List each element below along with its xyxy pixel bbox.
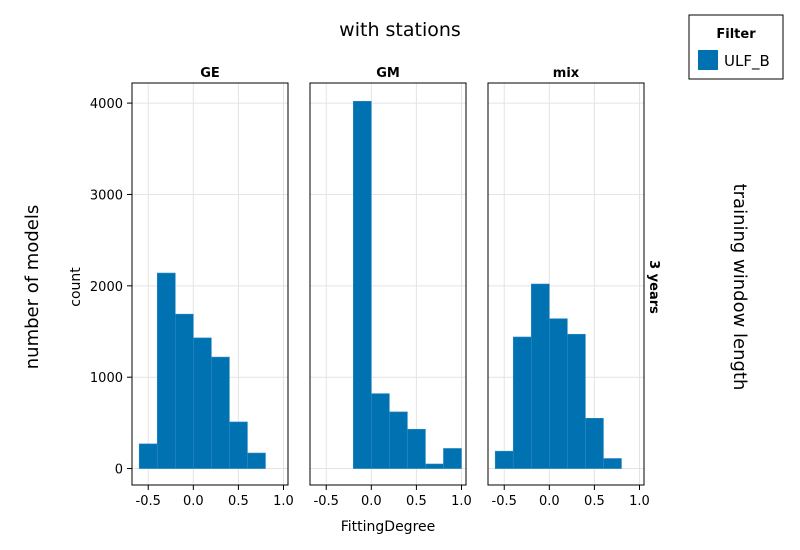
legend: Filter ULF_B [688,14,784,80]
legend-title: Filter [716,27,756,42]
panel-ge: GE -0.5 0.0 0.5 1.0 0 1000 2000 3000 4000 [90,66,294,509]
y-tick-label: 1000 [90,371,123,386]
panel-gm: GM -0.5 0.0 0.5 1.0 [309,66,472,509]
x-tick-label: 0.0 [361,494,382,509]
histogram-bar [371,393,390,469]
row-label: 3 years [646,260,661,314]
panel-mix: mix -0.5 0.0 0.5 1.0 [487,66,650,509]
histogram-bar [567,333,586,469]
x-tick-label: 0.5 [406,494,427,509]
y-tick-label: 3000 [90,188,123,203]
panel-frame [309,82,467,486]
panel-title: GE [200,66,220,81]
y-axis-label: count [68,267,84,307]
histogram-bar [407,428,426,469]
histogram-bar [425,463,444,469]
x-tick-label: 1.0 [629,494,650,509]
left-label: number of models [22,205,43,369]
x-tick-label: 1.0 [273,494,294,509]
right-label: training window length [729,184,750,391]
x-tick-label: -0.5 [314,494,339,509]
histogram-bar [549,318,568,469]
histogram-bar [352,100,372,469]
histogram-bar [174,313,194,469]
x-tick-label: -0.5 [136,494,161,509]
histogram-bar [603,458,622,469]
figure-title: with stations [339,19,461,41]
histogram-bar [389,411,408,469]
panel-title: GM [376,66,400,81]
x-tick-label: 0.5 [228,494,249,509]
histogram-bar [156,272,176,469]
histogram-bar [443,448,462,469]
x-tick-label: 0.0 [539,494,560,509]
histogram-bar [211,356,230,469]
panel-title: mix [553,66,580,81]
x-tick-label: 1.0 [451,494,472,509]
x-axis-label: FittingDegree [341,519,436,535]
histogram-bar [512,336,532,469]
histogram-bar [138,443,158,469]
y-tick-label: 0 [115,463,123,478]
panel-frame [487,82,645,486]
histogram-bar [193,337,212,469]
legend-swatch [698,50,718,70]
panel-frame [131,82,289,486]
histogram-bar [229,421,248,469]
histogram-bar [530,283,550,469]
x-tick-label: 0.5 [584,494,605,509]
histogram-bar [585,418,604,469]
x-tick-label: -0.5 [492,494,517,509]
y-tick-label: 2000 [90,280,123,295]
histogram-bar [247,452,266,469]
y-tick-label: 4000 [90,97,123,112]
legend-entry-label: ULF_B [724,52,770,71]
histogram-bar [494,450,514,469]
x-tick-label: 0.0 [183,494,204,509]
panels-group: GE -0.5 0.0 0.5 1.0 0 1000 2000 3000 4000 GM -0.5 0.… [90,66,650,509]
